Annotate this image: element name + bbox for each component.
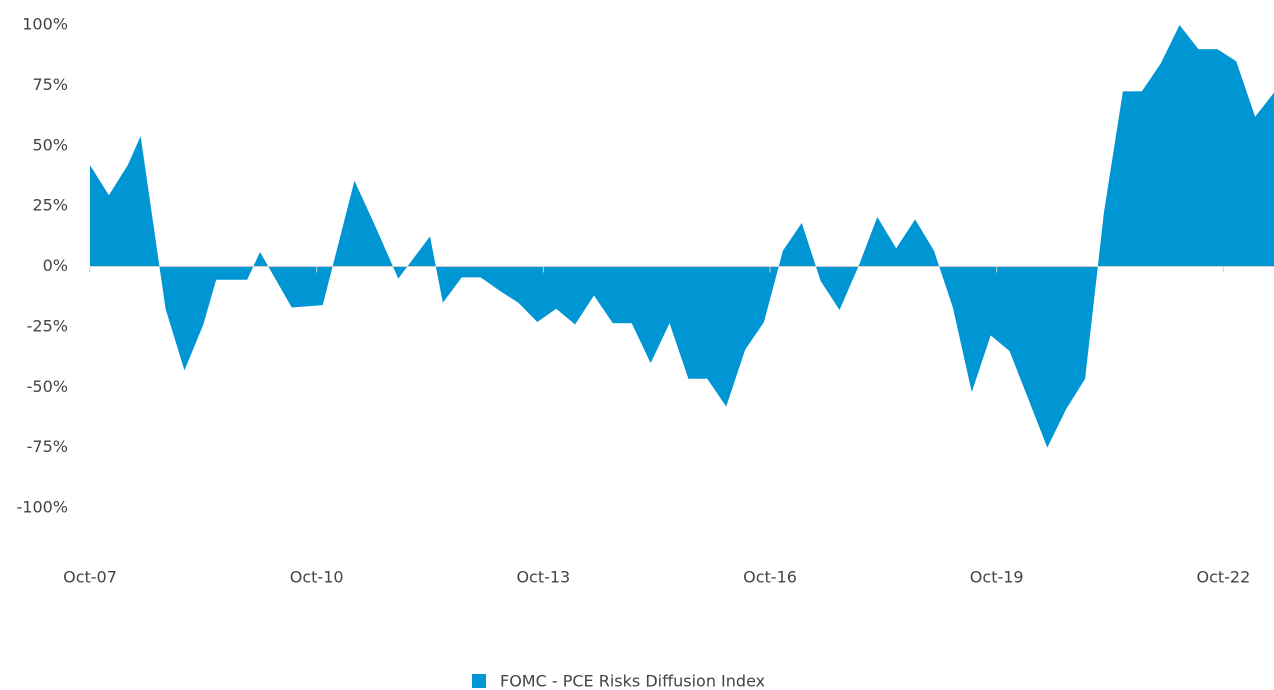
- y-tick-label: -50%: [27, 377, 68, 396]
- x-tick-label: Oct-22: [1196, 568, 1250, 587]
- x-tick-label: Oct-16: [743, 568, 797, 587]
- area: [90, 25, 1274, 448]
- y-tick-label: 50%: [32, 135, 68, 154]
- y-tick-label: 75%: [32, 75, 68, 94]
- x-tick-label: Oct-19: [970, 568, 1024, 587]
- y-tick-label: -25%: [27, 316, 68, 335]
- y-tick-label: -75%: [27, 437, 68, 456]
- y-tick-label: 0%: [43, 256, 68, 275]
- x-tick-label: Oct-07: [63, 568, 117, 587]
- legend-swatch: [472, 674, 486, 688]
- y-tick-label: 100%: [22, 15, 68, 34]
- x-tick-label: Oct-13: [516, 568, 570, 587]
- x-tick-label: Oct-10: [290, 568, 344, 587]
- legend-label: FOMC - PCE Risks Diffusion Index: [500, 672, 765, 690]
- y-tick-label: -100%: [16, 498, 68, 517]
- y-tick-label: 25%: [32, 196, 68, 215]
